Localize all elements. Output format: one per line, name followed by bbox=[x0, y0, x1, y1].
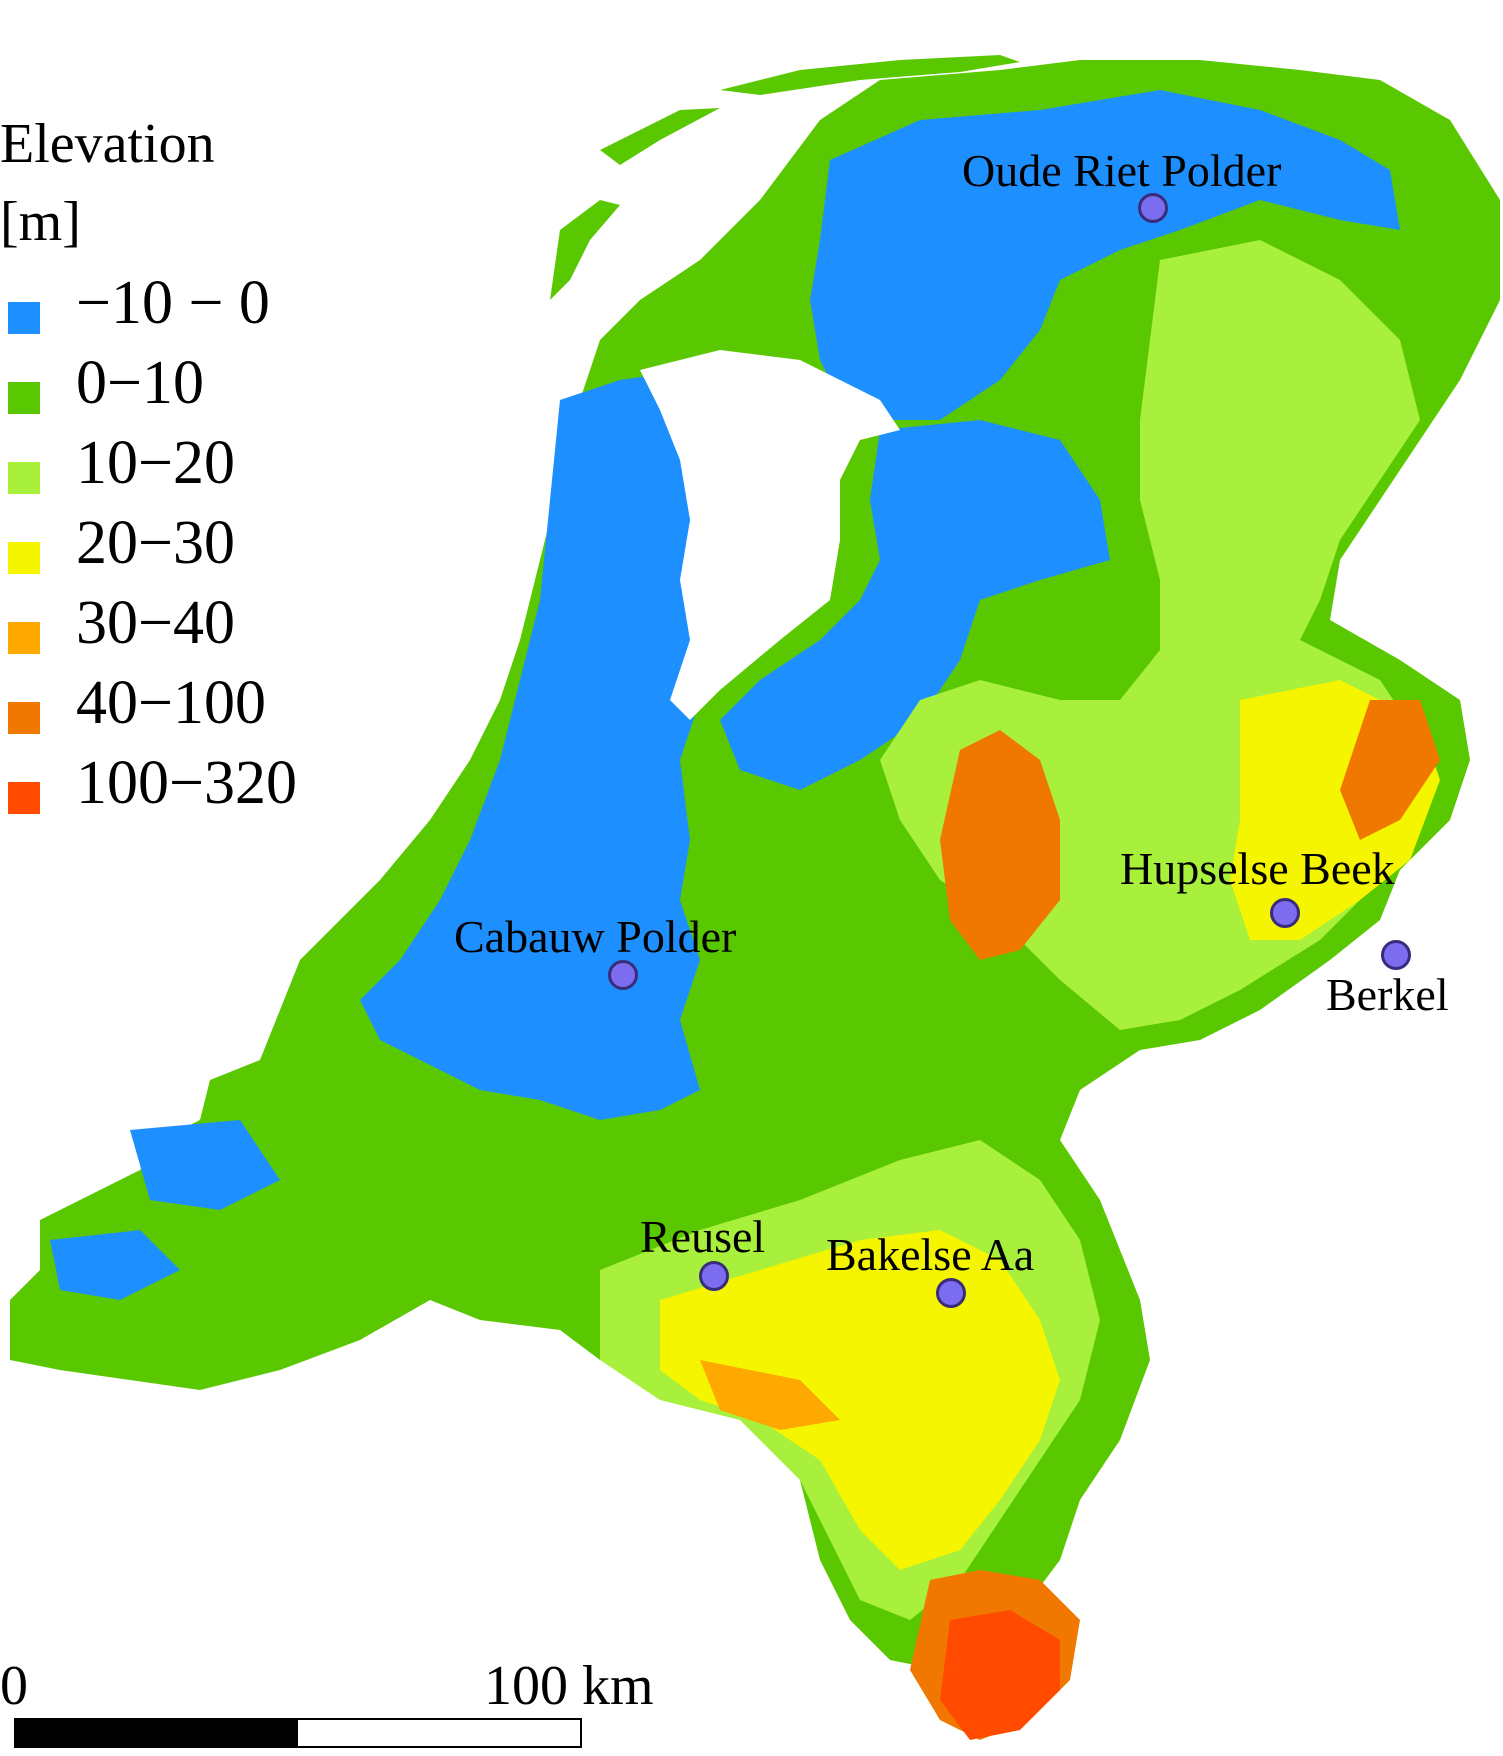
zone-40-100-veluwe bbox=[940, 730, 1060, 960]
scale-end-label: 100 km bbox=[484, 1655, 654, 1717]
zone-delta bbox=[50, 1230, 180, 1300]
scale-start-label: 0 bbox=[0, 1655, 28, 1717]
site-marker-hupselse-beek[interactable] bbox=[1270, 898, 1300, 928]
legend-item bbox=[8, 448, 40, 508]
legend-label: 10−20 bbox=[76, 429, 235, 497]
legend-item bbox=[8, 608, 40, 668]
legend-swatch bbox=[8, 302, 40, 334]
site-label-oude-riet-polder: Oude Riet Polder bbox=[962, 145, 1282, 196]
zone-flevoland bbox=[720, 420, 1110, 790]
legend-label: 40−100 bbox=[76, 669, 266, 737]
site-label-berkel: Berkel bbox=[1326, 969, 1449, 1020]
legend-item bbox=[8, 688, 40, 748]
site-marker-reusel[interactable] bbox=[699, 1261, 729, 1291]
legend-swatch bbox=[8, 782, 40, 814]
legend-label: 100−320 bbox=[76, 749, 297, 817]
site-label-reusel: Reusel bbox=[640, 1211, 766, 1262]
site-label-hupselse-beek: Hupselse Beek bbox=[1120, 843, 1395, 894]
legend-swatch bbox=[8, 702, 40, 734]
legend-swatch bbox=[8, 542, 40, 574]
zone-20-30-south bbox=[660, 1230, 1060, 1570]
legend-label: −10 − 0 bbox=[76, 269, 270, 337]
legend-swatch bbox=[8, 622, 40, 654]
scale-bar bbox=[14, 1718, 582, 1748]
legend-item bbox=[8, 528, 40, 588]
legend-title: Elevation bbox=[0, 113, 215, 175]
scale-bar-white-segment bbox=[298, 1720, 580, 1746]
scale-bar-black-segment bbox=[16, 1720, 298, 1746]
legend-item bbox=[8, 368, 40, 428]
legend-item bbox=[8, 768, 40, 828]
legend-label: 20−30 bbox=[76, 509, 235, 577]
zone-100-320 bbox=[940, 1610, 1060, 1740]
zone-below-sea-west bbox=[360, 370, 720, 1120]
zone-30-40-south bbox=[700, 1360, 840, 1430]
site-marker-bakelse-aa[interactable] bbox=[936, 1278, 966, 1308]
land-0-10 bbox=[10, 60, 1500, 1670]
legend-swatch bbox=[8, 462, 40, 494]
lake-ijsselmeer bbox=[640, 350, 900, 720]
site-label-cabauw-polder: Cabauw Polder bbox=[454, 911, 737, 962]
site-label-bakelse-aa: Bakelse Aa bbox=[826, 1229, 1035, 1280]
zone-delta bbox=[130, 1120, 280, 1210]
island bbox=[600, 108, 720, 165]
legend-label: 0−10 bbox=[76, 349, 204, 417]
zone-below-sea-north bbox=[810, 90, 1400, 420]
site-marker-berkel[interactable] bbox=[1381, 940, 1411, 970]
legend-swatch bbox=[8, 382, 40, 414]
legend-item bbox=[8, 288, 40, 348]
zone-40-100-east bbox=[1340, 700, 1440, 840]
legend-label: 30−40 bbox=[76, 589, 235, 657]
site-marker-cabauw-polder[interactable] bbox=[608, 960, 638, 990]
island bbox=[720, 55, 1020, 95]
site-marker-oude-riet-polder[interactable] bbox=[1138, 193, 1168, 223]
legend-unit: [m] bbox=[0, 191, 81, 253]
island bbox=[550, 200, 620, 300]
